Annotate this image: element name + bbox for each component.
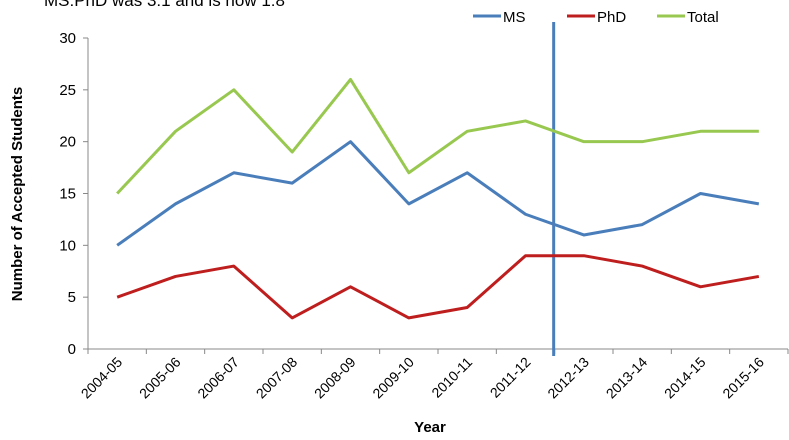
y-tick-label: 15 xyxy=(59,186,76,203)
y-tick-label: 10 xyxy=(59,237,76,254)
x-tick-label: 2013-14 xyxy=(603,354,651,402)
legend-label: PhD xyxy=(597,9,626,26)
series-line xyxy=(116,254,760,320)
x-tick-label: 2009-10 xyxy=(369,354,417,402)
y-tick-label: 0 xyxy=(68,341,76,358)
annotation: MS:PhD was 3:1 and is now 1:8 xyxy=(44,0,285,10)
y-tick-label: 25 xyxy=(59,82,76,99)
y-tick-label: 30 xyxy=(59,30,76,47)
x-tick-label: 2004-05 xyxy=(78,354,126,402)
x-tick-label: 2012-13 xyxy=(544,354,592,402)
x-tick-label: 2010-11 xyxy=(428,354,475,401)
x-tick-label: 2005-06 xyxy=(136,354,184,402)
x-tick-label: 2007-08 xyxy=(253,354,301,402)
x-tick-label: 2014-15 xyxy=(661,354,709,402)
series-line xyxy=(116,77,759,195)
x-tick-label: 2008-09 xyxy=(311,354,359,402)
y-axis-title: Number of Accepted Students xyxy=(9,87,26,301)
legend-label: Total xyxy=(687,9,719,26)
y-tick-label: 5 xyxy=(68,289,76,306)
x-tick-label: 2006-07 xyxy=(194,354,242,402)
y-tick-label: 20 xyxy=(59,134,76,151)
legend-label: MS xyxy=(503,9,526,26)
x-tick-label: 2015-16 xyxy=(719,354,767,402)
x-tick-label: 2011-12 xyxy=(487,354,534,401)
x-axis-title: Year xyxy=(414,419,446,436)
series-line xyxy=(116,140,760,247)
